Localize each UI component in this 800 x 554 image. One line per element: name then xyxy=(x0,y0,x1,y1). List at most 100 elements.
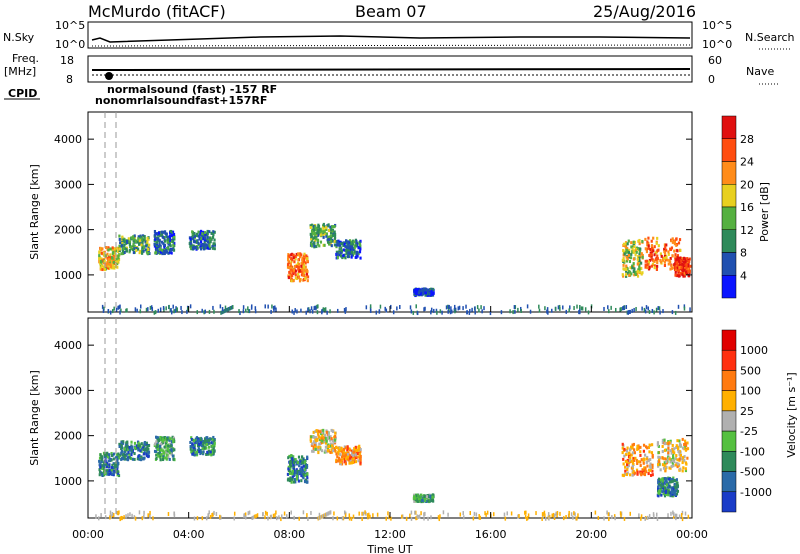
data-point xyxy=(120,252,123,256)
data-point xyxy=(165,457,168,461)
data-point xyxy=(326,436,329,440)
y-tick-label: 2000 xyxy=(54,224,82,237)
data-point xyxy=(197,447,201,451)
data-point xyxy=(683,439,687,443)
data-point xyxy=(314,440,317,444)
data-point xyxy=(197,439,200,443)
data-point xyxy=(465,304,467,309)
data-point xyxy=(413,499,416,503)
data-point xyxy=(306,455,309,459)
data-point xyxy=(652,512,655,517)
data-point xyxy=(153,242,156,246)
data-point xyxy=(329,237,333,241)
colorbar-tick-label: -1000 xyxy=(740,486,772,499)
data-point xyxy=(343,445,346,449)
data-point xyxy=(354,453,357,457)
data-point xyxy=(335,252,338,256)
data-point xyxy=(420,497,423,501)
data-point xyxy=(676,484,679,488)
data-point xyxy=(195,453,199,457)
data-point xyxy=(667,451,670,455)
data-point xyxy=(675,446,678,450)
data-point xyxy=(142,444,145,448)
data-point xyxy=(350,250,354,254)
data-point xyxy=(109,469,112,473)
data-point xyxy=(317,445,320,449)
data-point xyxy=(122,252,125,256)
data-point xyxy=(128,240,132,244)
data-point xyxy=(652,259,655,263)
data-point xyxy=(318,516,320,521)
data-point xyxy=(641,306,643,311)
data-point xyxy=(317,447,320,451)
data-point xyxy=(193,232,196,236)
data-point xyxy=(167,242,170,246)
data-point xyxy=(339,462,342,466)
data-point xyxy=(683,304,686,309)
data-point xyxy=(656,489,660,493)
data-point xyxy=(315,438,318,442)
frequency-strip: Freq. [MHz] 18 8 60 0 Nave xyxy=(4,52,780,86)
data-point xyxy=(415,494,418,498)
data-point xyxy=(676,458,679,462)
data-point xyxy=(313,236,316,240)
data-point xyxy=(288,270,291,274)
data-point xyxy=(627,455,631,459)
data-point xyxy=(342,447,346,451)
data-point xyxy=(173,448,176,452)
data-point xyxy=(127,237,130,241)
data-point xyxy=(518,513,520,518)
data-point xyxy=(458,305,461,310)
data-point xyxy=(326,445,329,449)
data-point xyxy=(340,249,343,253)
data-point xyxy=(657,455,660,459)
data-point xyxy=(479,515,482,520)
data-point xyxy=(657,480,660,484)
data-point xyxy=(107,459,110,463)
data-point xyxy=(620,307,622,312)
data-point xyxy=(678,265,681,269)
data-point xyxy=(271,304,273,309)
data-point xyxy=(401,514,404,519)
data-point xyxy=(141,245,144,249)
data-point xyxy=(212,230,215,234)
data-point xyxy=(329,435,332,439)
data-point xyxy=(334,431,337,435)
data-point xyxy=(630,445,633,449)
data-point xyxy=(678,439,681,443)
data-point xyxy=(524,510,526,515)
data-point xyxy=(163,243,166,247)
data-point xyxy=(169,244,172,248)
data-point xyxy=(625,269,628,273)
data-point xyxy=(485,512,487,517)
data-point xyxy=(128,244,132,248)
data-point xyxy=(201,439,204,443)
data-point xyxy=(355,250,358,254)
data-point xyxy=(336,256,339,260)
data-point xyxy=(296,460,299,464)
data-point xyxy=(304,261,307,265)
data-point xyxy=(430,292,433,296)
data-point xyxy=(663,260,666,264)
data-point xyxy=(211,438,215,442)
data-point xyxy=(275,510,277,515)
data-point xyxy=(326,240,330,244)
data-point xyxy=(165,439,168,443)
data-point xyxy=(208,236,211,240)
data-point xyxy=(169,444,173,448)
colorbar-tick-label: 28 xyxy=(740,133,754,146)
data-point xyxy=(212,233,215,237)
data-point xyxy=(111,246,114,250)
data-point xyxy=(631,451,634,455)
data-point xyxy=(660,493,663,497)
data-point xyxy=(481,309,483,314)
data-point xyxy=(359,461,362,465)
data-point xyxy=(160,240,164,244)
data-point xyxy=(622,274,625,278)
data-point xyxy=(672,487,675,491)
data-point xyxy=(312,440,315,444)
data-point xyxy=(170,251,173,255)
data-point xyxy=(644,467,647,471)
data-point xyxy=(653,253,656,257)
data-point xyxy=(340,447,343,451)
